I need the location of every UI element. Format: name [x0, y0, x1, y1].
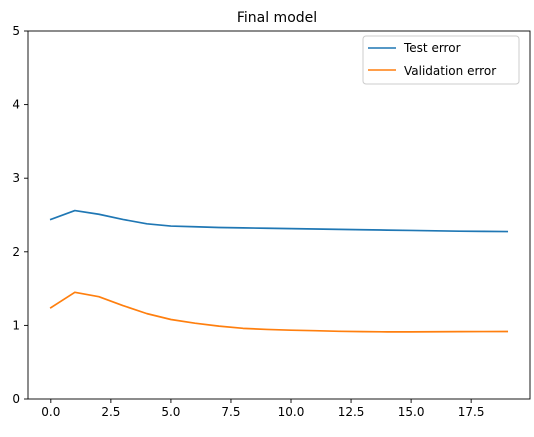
plot-area-frame [27, 30, 531, 400]
x-tick-label: 5.0 [161, 405, 180, 419]
chart-title: Final model [237, 10, 317, 26]
x-tick-label: 15.0 [398, 405, 425, 419]
y-tick-label: 2 [12, 245, 20, 259]
y-tick-label: 5 [12, 24, 20, 38]
y-tick-label: 3 [12, 171, 20, 185]
legend: Test error Validation error [362, 35, 520, 85]
x-axis-ticks: 0.0 2.5 5.0 7.5 10.0 12.5 15.0 17.5 [41, 399, 485, 419]
x-tick-label: 17.5 [458, 405, 485, 419]
legend-label-validation-error: Validation error [404, 64, 496, 78]
x-tick-label: 0.0 [41, 405, 60, 419]
y-tick-label: 1 [12, 318, 20, 332]
x-tick-label: 7.5 [221, 405, 240, 419]
x-tick-label: 2.5 [101, 405, 120, 419]
y-tick-label: 0 [12, 392, 20, 406]
y-tick-label: 4 [12, 98, 20, 112]
series-line-test-error [49, 209, 509, 233]
x-tick-label: 10.0 [278, 405, 305, 419]
legend-label-test-error: Test error [403, 41, 461, 55]
legend-box [362, 35, 520, 85]
y-axis-ticks: 0 1 2 3 4 5 [12, 24, 28, 406]
series-line-validation-error [49, 291, 509, 333]
series-layer [49, 209, 509, 333]
x-tick-label: 12.5 [338, 405, 365, 419]
